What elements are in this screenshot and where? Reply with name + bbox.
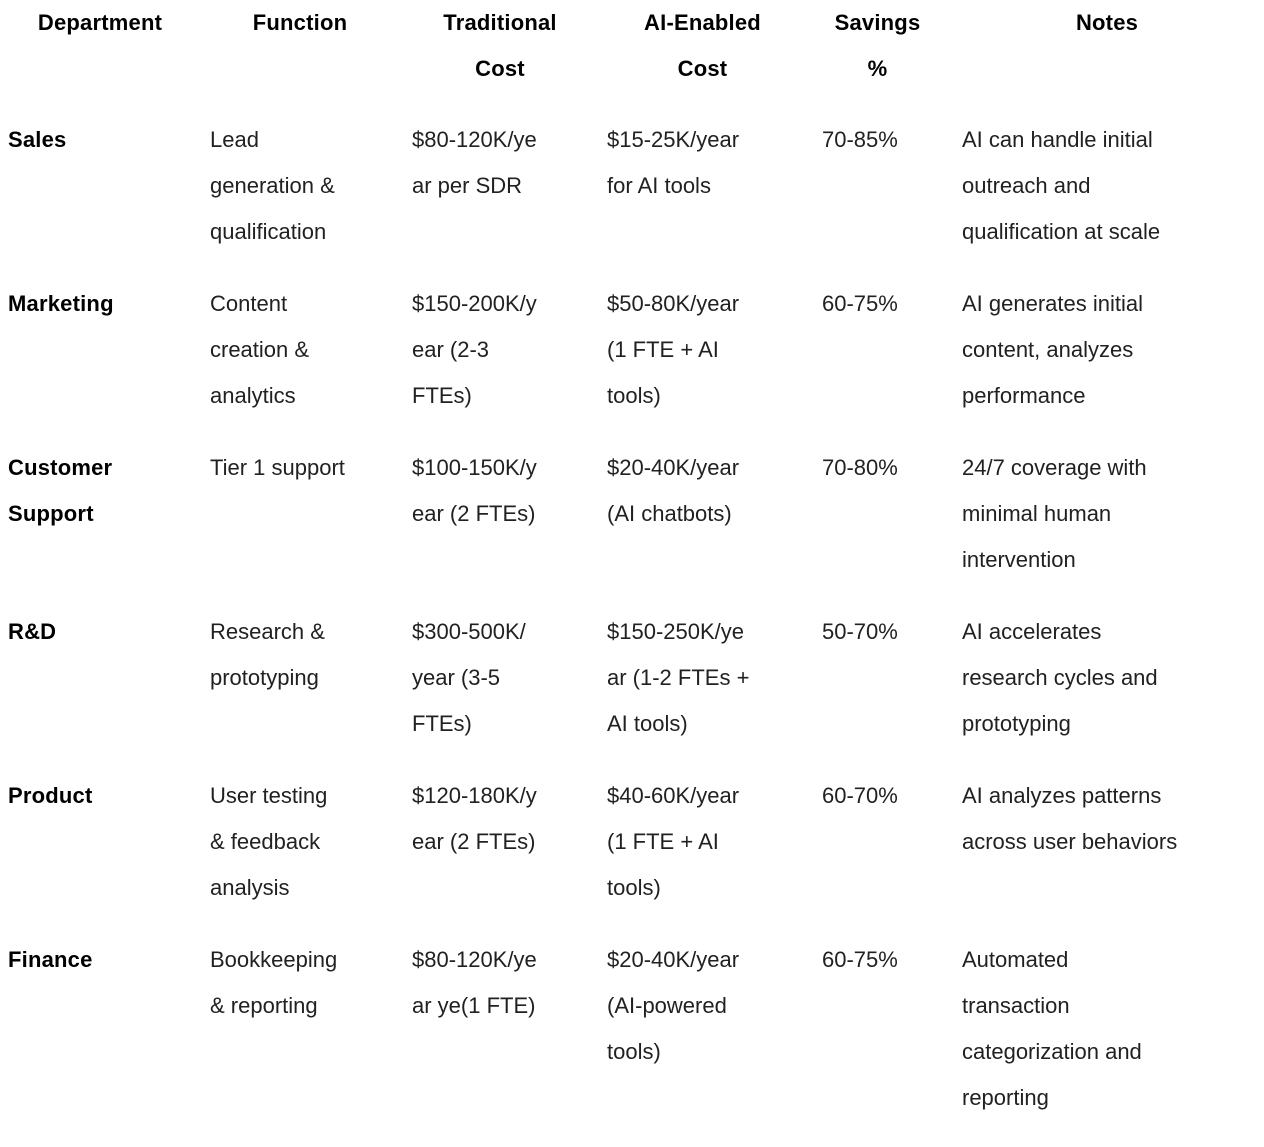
cell-ai-cost: $20-40K/year (AI-powered tools) [607, 947, 740, 1064]
table-row: Marketing Content creation & analytics $… [0, 281, 1264, 445]
header-function: Function [252, 10, 348, 35]
cell-traditional-cost: $80-120K/ye ar per SDR [412, 127, 537, 198]
cell-notes: 24/7 coverage with minimal human interve… [962, 455, 1147, 572]
header-traditional-cost: Traditional Cost [443, 10, 557, 81]
table-header-row: Department Function Traditional Cost AI-… [0, 0, 1264, 117]
cell-traditional-cost: $100-150K/y ear (2 FTEs) [412, 455, 537, 526]
cell-department: Sales [8, 127, 67, 152]
cell-traditional-cost: $300-500K/ year (3-5 FTEs) [412, 619, 526, 736]
cell-notes: AI accelerates research cycles and proto… [962, 619, 1158, 736]
table-row: Sales Lead generation & qualification $8… [0, 117, 1264, 281]
cell-ai-cost: $15-25K/year for AI tools [607, 127, 740, 198]
cell-function: Content creation & analytics [210, 291, 310, 408]
cell-savings: 70-80% [822, 455, 898, 480]
cell-function: Bookkeeping & reporting [210, 947, 338, 1018]
cell-savings: 50-70% [822, 619, 898, 644]
cell-function: Research & prototyping [210, 619, 325, 690]
header-ai-enabled-cost: AI-Enabled Cost [644, 10, 761, 81]
table-row: Finance Bookkeeping & reporting $80-120K… [0, 937, 1264, 1147]
cell-savings: 70-85% [822, 127, 898, 152]
cell-ai-cost: $50-80K/year (1 FTE + AI tools) [607, 291, 740, 408]
cell-ai-cost: $150-250K/ye ar (1-2 FTEs + AI tools) [607, 619, 750, 736]
cell-department: R&D [8, 619, 57, 644]
header-notes: Notes [1075, 10, 1139, 35]
cell-ai-cost: $40-60K/year (1 FTE + AI tools) [607, 783, 740, 900]
header-savings-percent: Savings % [834, 10, 921, 81]
cell-savings: 60-75% [822, 291, 898, 316]
cell-notes: AI can handle initial outreach and quali… [962, 127, 1161, 244]
cell-savings: 60-70% [822, 783, 898, 808]
cell-traditional-cost: $150-200K/y ear (2-3 FTEs) [412, 291, 537, 408]
table-row: Customer Support Tier 1 support $100-150… [0, 445, 1264, 609]
cell-department: Customer Support [8, 455, 113, 526]
table-row: R&D Research & prototyping $300-500K/ ye… [0, 609, 1264, 773]
cell-department: Finance [8, 947, 93, 972]
cell-notes: AI generates initial content, analyzes p… [962, 291, 1143, 408]
cell-department: Product [8, 783, 93, 808]
cell-function: Lead generation & qualification [210, 127, 335, 244]
cell-function: User testing & feedback analysis [210, 783, 328, 900]
table-row: Product User testing & feedback analysis… [0, 773, 1264, 937]
cell-traditional-cost: $80-120K/ye ar ye(1 FTE) [412, 947, 537, 1018]
cell-savings: 60-75% [822, 947, 898, 972]
cell-function: Tier 1 support [210, 455, 345, 480]
header-department: Department [37, 10, 163, 35]
cell-department: Marketing [8, 291, 114, 316]
cell-notes: Automated transaction categorization and… [962, 947, 1142, 1110]
cell-traditional-cost: $120-180K/y ear (2 FTEs) [412, 783, 537, 854]
cell-notes: AI analyzes patterns across user behavio… [962, 783, 1178, 854]
cell-ai-cost: $20-40K/year (AI chatbots) [607, 455, 740, 526]
